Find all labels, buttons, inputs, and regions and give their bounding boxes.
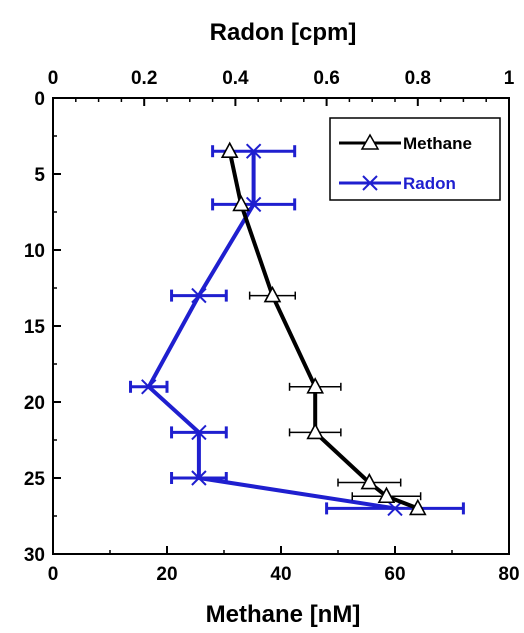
methane-triangle-marker [408,498,427,516]
radon-x-marker [245,196,262,213]
left-axis-ticks: 0 5 10 15 20 25 30 [24,89,61,566]
bottom-tick-label: 40 [270,564,291,585]
legend-radon-x-icon [362,175,378,191]
top-tick-label: 0.2 [131,68,157,89]
top-tick-label: 0.4 [222,68,249,89]
radon-x-marker [141,379,157,395]
radon-series [129,143,465,517]
bottom-tick-label: 0 [48,564,59,585]
left-tick-label: 30 [24,545,45,566]
top-tick-label: 0.6 [313,68,339,89]
legend-methane-label: Methane [403,134,472,153]
series-layer [129,141,465,517]
left-tick-label: 15 [24,317,46,338]
legend-radon-label: Radon [403,174,456,193]
methane-triangle-marker [263,285,282,303]
methane-triangle-marker [306,377,325,394]
bottom-tick-label: 20 [156,564,177,585]
methane-triangle-marker [306,422,325,440]
top-tick-label: 1 [504,68,515,89]
legend-methane-triangle-icon [360,133,380,150]
left-tick-label: 5 [34,165,45,186]
methane-triangle-marker [377,486,396,504]
methane-series [220,141,427,516]
top-tick-label: 0.8 [405,68,431,89]
top-tick-label: 0 [48,68,59,89]
legend: Methane Radon [329,117,501,201]
bottom-tick-label: 80 [498,564,519,585]
bottom-tick-label: 60 [384,564,405,585]
left-tick-label: 25 [24,469,46,490]
methane-triangle-marker [360,472,379,490]
legend-box [329,117,501,201]
radon-x-marker [387,500,403,517]
radon-x-marker [191,470,207,486]
left-tick-label: 0 [34,89,45,110]
methane-triangle-marker [232,194,250,212]
radon-x-marker [191,287,207,304]
top-axis-ticks: 0 0.2 0.4 0.6 0.8 1 [48,68,515,106]
bottom-axis-title: Methane [nM] [206,601,361,628]
methane-triangle-marker [220,141,239,158]
left-tick-label: 20 [24,393,45,414]
top-axis-title: Radon [cpm] [210,19,357,46]
radon-x-marker [191,424,207,441]
radon-x-marker [245,143,262,159]
bottom-axis-ticks: 0 20 40 60 80 [48,546,520,585]
left-tick-label: 10 [24,241,45,262]
